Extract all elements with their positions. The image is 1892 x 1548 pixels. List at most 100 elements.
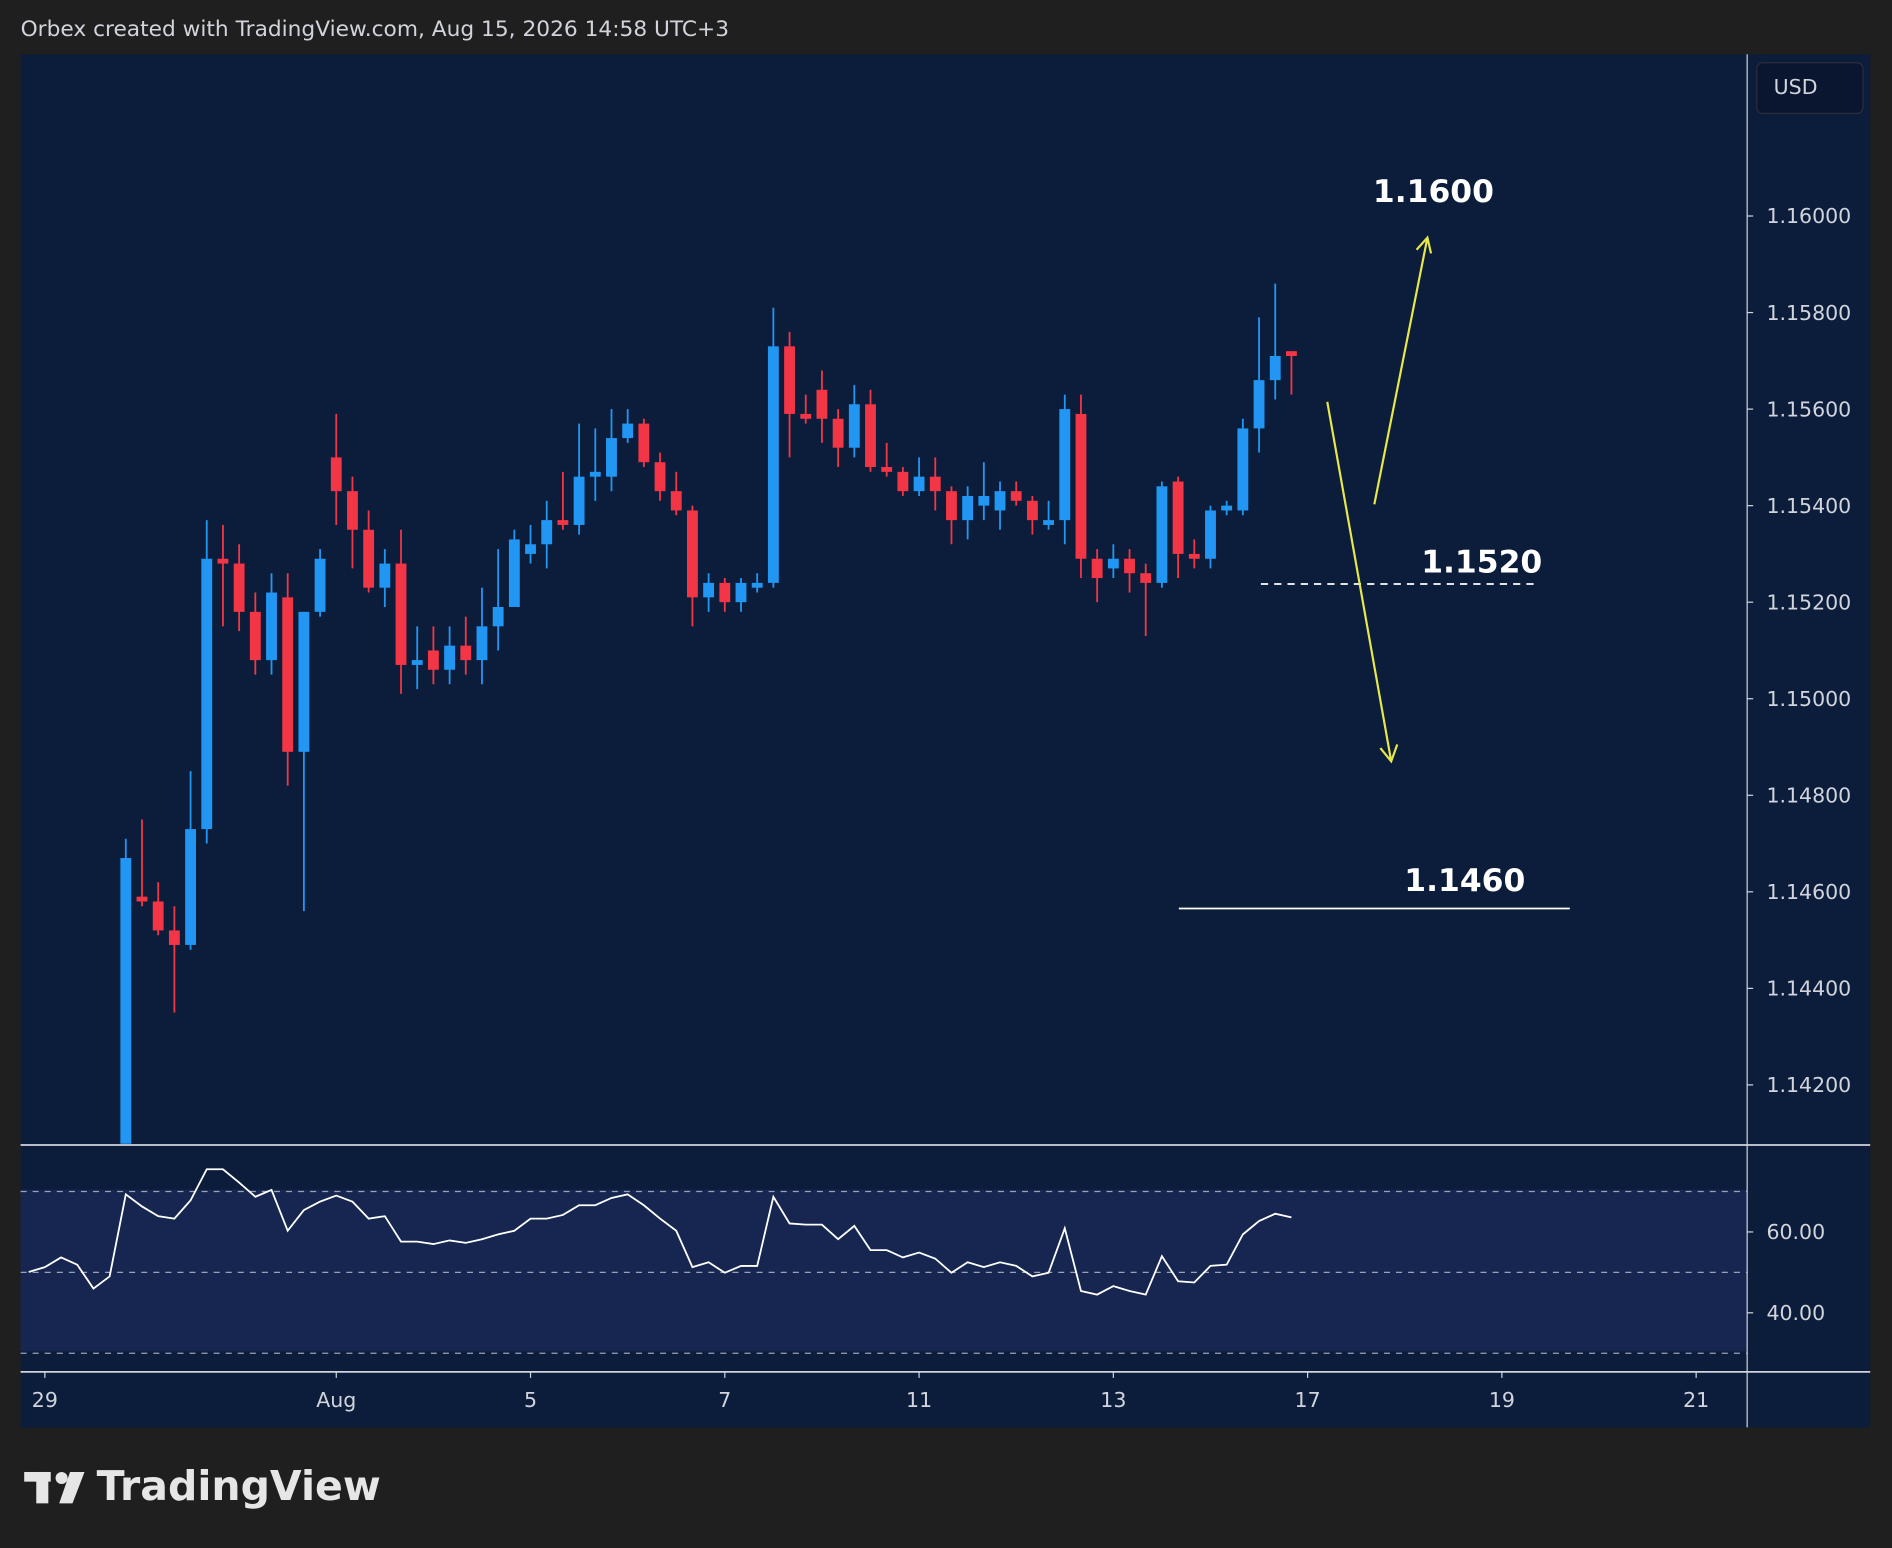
candle-body: [395, 563, 407, 665]
candle-body: [330, 457, 342, 492]
candle-body: [946, 491, 957, 521]
candle-body: [589, 471, 601, 477]
candle-body: [994, 491, 1006, 511]
candle-body: [557, 520, 569, 525]
price-pane: [120, 283, 1297, 1144]
candle-body: [444, 645, 456, 670]
candle-body: [136, 896, 148, 902]
candle-body: [638, 423, 650, 463]
x-tick-label: Aug: [316, 1388, 356, 1412]
candle-body: [363, 529, 375, 588]
currency-badge[interactable]: [1756, 62, 1864, 115]
candle-body: [800, 413, 812, 419]
candle-body: [1091, 558, 1103, 579]
y-tick-label: 60.00: [1766, 1220, 1825, 1244]
candle-body: [1269, 355, 1281, 381]
y-tick-label: 1.14800: [1766, 783, 1851, 807]
arrow-down: [1326, 401, 1399, 764]
candle-body: [314, 558, 326, 612]
candle-body: [152, 901, 164, 931]
candle-body: [978, 495, 990, 506]
y-tick-label: 1.14400: [1766, 977, 1851, 1001]
candle-body: [832, 418, 844, 448]
candle-body: [120, 858, 132, 1144]
candle-body: [217, 558, 229, 564]
candle-body: [347, 491, 358, 530]
rsi-pane: [20, 1168, 1748, 1354]
candle-body: [1107, 558, 1119, 569]
candle-body: [686, 510, 698, 598]
candle-body: [1221, 505, 1233, 511]
candle-body: [1026, 500, 1038, 521]
candle-body: [1124, 558, 1135, 574]
arrow-up: [1373, 235, 1433, 505]
candle-body: [703, 582, 715, 598]
candle-body: [573, 476, 585, 525]
candle-body: [848, 404, 860, 448]
candle-body: [1010, 491, 1022, 501]
y-tick-label: 1.15400: [1766, 494, 1851, 518]
candle-body: [185, 829, 196, 945]
x-tick-label: 13: [1100, 1388, 1126, 1412]
candle-body: [233, 563, 245, 612]
currency-label: USD: [1774, 75, 1818, 99]
x-tick-label: 17: [1295, 1388, 1321, 1412]
candle-body: [460, 645, 472, 661]
rsi-line: [28, 1168, 1292, 1296]
candle-body: [541, 520, 553, 545]
candle-body: [1188, 553, 1200, 559]
candle-body: [298, 611, 310, 752]
y-tick-label: 1.15800: [1766, 301, 1851, 325]
candle-body: [1253, 380, 1265, 429]
candle-body: [1059, 409, 1071, 521]
candle-body: [1075, 413, 1087, 559]
candle-body: [1285, 351, 1297, 356]
candle-body: [784, 346, 795, 414]
x-tick-label: 5: [524, 1388, 537, 1412]
y-tick-label: 1.15200: [1766, 590, 1851, 614]
candle-body: [1140, 573, 1152, 583]
candle-body: [411, 660, 423, 665]
candle-body: [1043, 520, 1055, 525]
axes: 1.14200 1.14400 1.14600 1.14800 1.15000 1.152…: [32, 204, 1851, 1412]
y-tick-label: 1.14600: [1766, 880, 1851, 904]
candle-body: [767, 346, 779, 583]
candle-body: [751, 582, 763, 588]
candle-body: [606, 438, 617, 477]
candle-body: [622, 423, 634, 439]
candle-body: [1237, 428, 1249, 511]
candle-body: [654, 462, 666, 492]
candle-body: [201, 558, 213, 830]
header-text: Orbex created with TradingView.com, Aug …: [21, 17, 729, 42]
x-tick-label: 7: [718, 1388, 731, 1412]
candle-body: [492, 607, 504, 627]
candle-body: [525, 544, 536, 554]
annotation: 1.1600: [1373, 174, 1494, 210]
y-tick-label: 1.15000: [1766, 687, 1851, 711]
candle-body: [719, 582, 731, 603]
candle-body: [476, 626, 488, 661]
y-tick-label: 1.15600: [1766, 397, 1851, 421]
x-tick-label: 21: [1683, 1388, 1709, 1412]
candle-body: [168, 930, 180, 945]
candle-body: [1156, 486, 1168, 583]
y-tick-label: 1.16000: [1766, 204, 1851, 228]
candle-body: [508, 539, 520, 608]
candle-body: [266, 592, 277, 661]
candle-body: [913, 476, 925, 492]
annotation: 1.1460: [1404, 863, 1525, 899]
candle-body: [865, 404, 876, 468]
rsi-band: [20, 1189, 1748, 1352]
candle-body: [816, 389, 828, 419]
y-tick-label: 1.14200: [1766, 1073, 1851, 1097]
brand-logo: [24, 1471, 85, 1504]
x-tick-label: 19: [1489, 1388, 1515, 1412]
brand-name: TradingView: [97, 1462, 381, 1510]
candle-body: [1172, 481, 1184, 554]
annotation: 1.1520: [1421, 544, 1542, 580]
candle-body: [929, 476, 941, 492]
x-tick-label: 29: [32, 1388, 58, 1412]
candle-body: [427, 650, 439, 670]
y-tick-label: 40.00: [1766, 1301, 1825, 1325]
